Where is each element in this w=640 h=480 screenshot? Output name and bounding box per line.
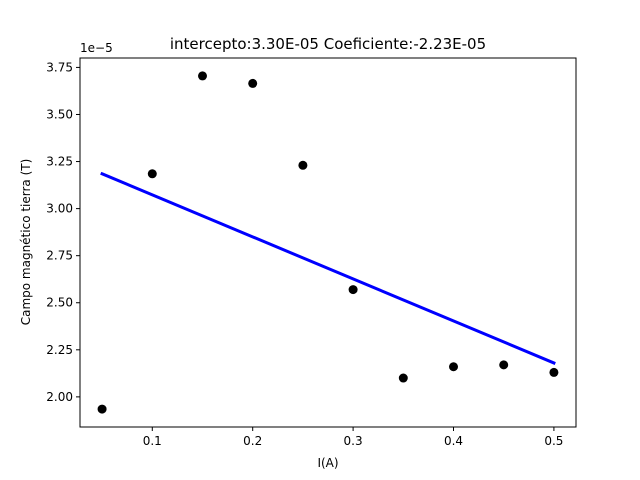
- x-axis-label: I(A): [317, 456, 338, 470]
- y-axis-label: Campo magnético tierra (T): [19, 159, 33, 326]
- x-tick-label: 0.2: [243, 434, 262, 448]
- data-point: [549, 367, 559, 377]
- y-offset-label: 1e−5: [80, 41, 113, 55]
- y-tick-label: 2.50: [46, 296, 73, 310]
- data-point: [248, 78, 258, 88]
- data-point: [298, 160, 308, 170]
- plot-frame: [79, 57, 577, 428]
- y-axis: 2.00 2.25 2.50 2.75 3.00 3.25 3.50 3.75: [46, 60, 80, 404]
- plot-area: [97, 71, 559, 414]
- data-point: [197, 71, 207, 81]
- data-point: [449, 362, 459, 372]
- x-tick-label: 0.3: [344, 434, 363, 448]
- regression-line: [100, 171, 556, 365]
- chart-title: intercepto:3.30E-05 Coeficiente:-2.23E-0…: [170, 35, 486, 53]
- x-tick-label: 0.5: [544, 434, 563, 448]
- data-point: [499, 360, 509, 370]
- data-point: [348, 285, 358, 295]
- y-tick-label: 3.25: [46, 155, 73, 169]
- y-tick-label: 2.00: [46, 390, 73, 404]
- y-tick-label: 3.50: [46, 107, 73, 121]
- data-point: [398, 373, 408, 383]
- y-tick-label: 3.75: [46, 60, 73, 74]
- data-point: [97, 404, 107, 414]
- y-tick-label: 2.75: [46, 249, 73, 263]
- x-tick-label: 0.4: [444, 434, 463, 448]
- data-point: [147, 169, 157, 179]
- y-tick-label: 2.25: [46, 343, 73, 357]
- x-axis: 0.1 0.2 0.3 0.4 0.5: [143, 427, 563, 448]
- y-tick-label: 3.00: [46, 202, 73, 216]
- x-tick-label: 0.1: [143, 434, 162, 448]
